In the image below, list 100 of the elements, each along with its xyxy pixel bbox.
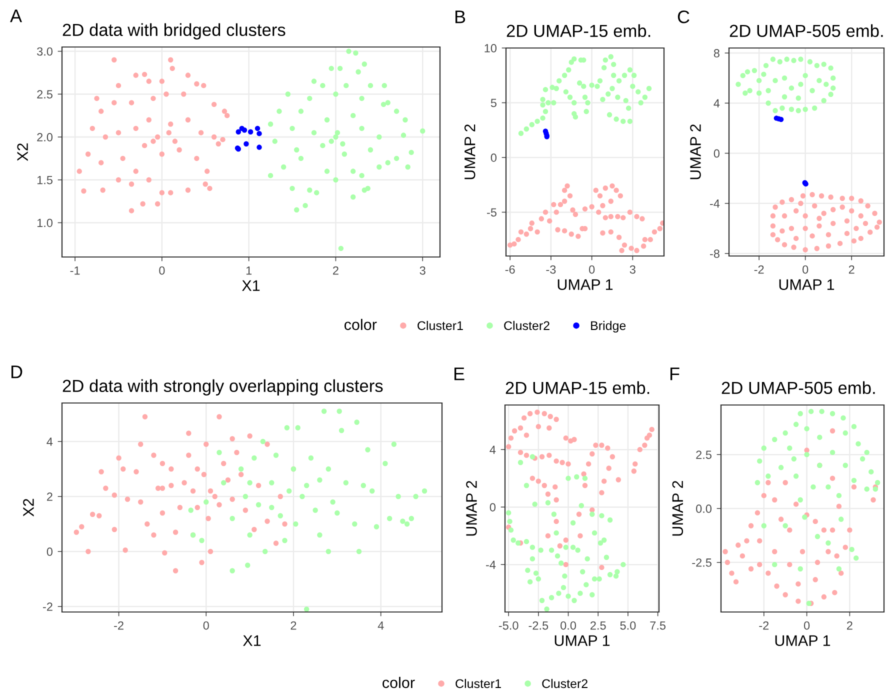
- point: [81, 188, 86, 194]
- point: [772, 78, 778, 84]
- point: [256, 130, 262, 136]
- point: [146, 78, 152, 84]
- point: [344, 82, 349, 88]
- point: [242, 128, 248, 133]
- point: [777, 59, 782, 64]
- point: [154, 134, 160, 140]
- point: [840, 415, 846, 421]
- point: [836, 492, 842, 498]
- point: [298, 156, 304, 162]
- point: [168, 122, 174, 127]
- legend-label: Cluster2: [542, 678, 588, 688]
- point: [254, 126, 260, 132]
- point: [736, 542, 741, 548]
- point: [128, 100, 134, 106]
- point: [548, 414, 553, 420]
- point: [844, 218, 850, 224]
- point: [312, 508, 318, 513]
- point: [352, 521, 358, 527]
- point: [757, 458, 762, 464]
- point: [606, 91, 611, 97]
- point: [330, 499, 336, 505]
- point: [826, 243, 832, 249]
- point: [343, 480, 349, 486]
- point: [272, 138, 278, 144]
- point: [120, 156, 126, 162]
- point: [260, 438, 266, 444]
- point: [230, 516, 235, 522]
- point: [838, 516, 844, 522]
- point: [518, 425, 524, 431]
- point: [100, 188, 106, 193]
- point: [150, 96, 156, 102]
- point: [584, 108, 589, 114]
- point: [616, 234, 622, 240]
- point: [354, 420, 360, 425]
- point: [568, 232, 574, 237]
- point: [814, 62, 820, 68]
- point: [359, 96, 364, 102]
- x-tick-label: 2: [846, 621, 852, 630]
- legend-title: color: [344, 318, 377, 330]
- point: [627, 210, 633, 215]
- point: [632, 461, 638, 467]
- y-axis-title: UMAP 2: [464, 124, 476, 180]
- point: [302, 202, 308, 208]
- point: [546, 425, 552, 431]
- point: [802, 213, 808, 219]
- y-tick-label: 2.5: [696, 450, 712, 459]
- point: [748, 566, 754, 572]
- point: [821, 210, 826, 216]
- point: [599, 490, 604, 496]
- point: [858, 198, 864, 204]
- point: [816, 223, 822, 229]
- point: [572, 100, 577, 106]
- point: [198, 130, 204, 136]
- point: [518, 229, 524, 235]
- point: [507, 518, 512, 524]
- point: [566, 67, 572, 72]
- point: [276, 108, 282, 114]
- point: [320, 82, 326, 88]
- point: [627, 67, 633, 72]
- point: [185, 117, 191, 122]
- point: [798, 56, 804, 62]
- point: [247, 532, 252, 538]
- point: [359, 172, 364, 178]
- point: [594, 84, 600, 89]
- point: [729, 570, 734, 576]
- point: [510, 538, 516, 543]
- point: [572, 212, 578, 217]
- point: [422, 488, 428, 494]
- point: [268, 122, 274, 127]
- point: [868, 230, 873, 235]
- point: [222, 108, 228, 114]
- point: [854, 555, 859, 561]
- point: [540, 102, 546, 108]
- point: [818, 193, 824, 198]
- point: [782, 480, 788, 486]
- point: [782, 94, 788, 100]
- point: [578, 533, 583, 538]
- point: [402, 117, 408, 122]
- y-tick-label: 2.0: [37, 133, 53, 142]
- point: [793, 474, 799, 479]
- point: [601, 65, 607, 70]
- point: [562, 72, 568, 78]
- point: [159, 190, 165, 196]
- y-axis-title: UMAP 2: [690, 124, 701, 180]
- y-axis-title: X2: [23, 498, 34, 516]
- point: [804, 448, 810, 453]
- point: [590, 592, 595, 598]
- point: [396, 494, 401, 500]
- point: [736, 82, 741, 87]
- point: [821, 594, 827, 600]
- point: [556, 590, 562, 596]
- point: [557, 543, 563, 548]
- point: [166, 130, 172, 136]
- point: [756, 90, 762, 96]
- point: [837, 240, 843, 246]
- point: [529, 220, 534, 226]
- point: [849, 208, 854, 214]
- y-tick-label: 0: [46, 548, 53, 556]
